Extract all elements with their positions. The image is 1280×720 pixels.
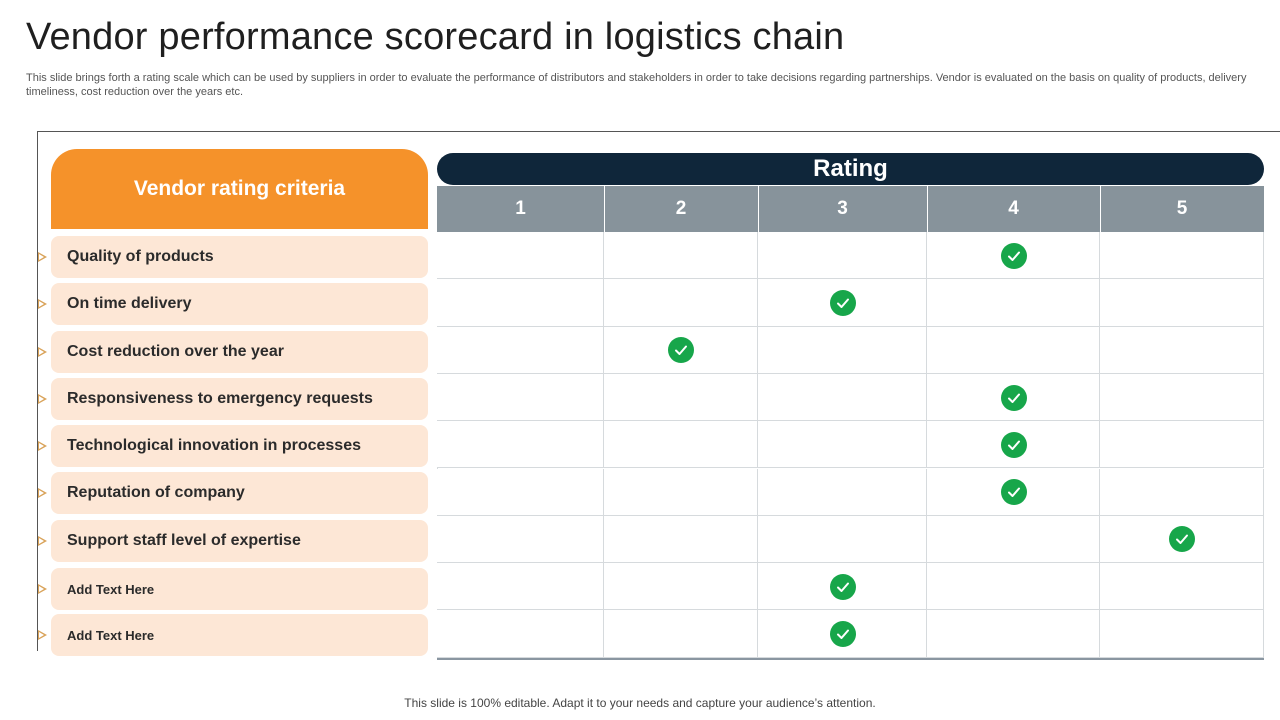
rating-cell [927,563,1100,611]
column-separator [604,186,605,232]
rating-cell [604,421,758,469]
rating-cell [758,326,927,374]
rating-cell [758,515,927,564]
triangle-marker-icon [38,347,47,357]
rating-column-header: 5 [1100,186,1264,232]
check-circle-icon [829,289,856,316]
check-circle-icon [829,573,856,600]
criteria-label: Technological innovation in processes [67,437,361,454]
frame-left-line [37,131,38,651]
grid-bottom-border [437,658,1264,660]
rating-column-header: 4 [927,186,1100,232]
rating-cell [604,563,758,611]
criteria-label: Support staff level of expertise [67,532,301,549]
criteria-label: On time delivery [67,295,192,312]
rating-cell [437,468,604,516]
criteria-row: Reputation of company [51,472,428,514]
rating-cell [1100,232,1264,280]
rating-cell [927,279,1100,327]
rating-cell [758,468,927,516]
check-circle-icon [1000,431,1027,458]
rating-cell [1100,279,1264,327]
rating-cell [437,421,604,469]
criteria-row: Add Text Here [51,614,428,656]
frame-top-line [37,131,1280,132]
rating-column-header: 3 [758,186,927,232]
rating-cell [1100,563,1264,611]
criteria-row: Quality of products [51,236,428,278]
rating-cell [604,279,758,327]
check-circle-icon [668,337,694,364]
rating-cell [758,421,927,469]
rating-cell [604,515,758,564]
criteria-row: Responsiveness to emergency requests [51,378,428,420]
slide-description: This slide brings forth a rating scale w… [26,72,1247,98]
criteria-row: Technological innovation in processes [51,425,428,467]
column-separator [927,186,928,232]
check-circle-icon [1000,384,1027,411]
rating-cell [1100,468,1264,516]
rating-cell [758,232,927,280]
slide-footer: This slide is 100% editable. Adapt it to… [404,696,876,710]
check-circle-icon [1000,479,1027,506]
triangle-marker-icon [38,536,47,546]
triangle-marker-icon [38,630,47,640]
criteria-label: Quality of products [67,248,214,265]
check-circle-icon [829,621,856,648]
criteria-label: Cost reduction over the year [67,343,284,360]
rating-column-header: 1 [437,186,604,232]
rating-cell [437,326,604,374]
rating-cell [604,232,758,280]
triangle-marker-icon [38,441,47,451]
criteria-label: Responsiveness to emergency requests [67,390,373,407]
criteria-header: Vendor rating criteria [51,149,428,229]
criteria-row: Add Text Here [51,568,428,610]
rating-cell [1100,610,1264,658]
criteria-label: Add Text Here [67,581,155,597]
triangle-marker-icon [38,394,47,404]
rating-cell [437,279,604,327]
rating-cell [604,610,758,658]
check-circle-icon [1000,242,1027,269]
check-circle-icon [1169,526,1195,553]
rating-cell [604,468,758,516]
criteria-label: Add Text Here [67,627,155,643]
rating-cell [604,373,758,422]
rating-cell [437,610,604,658]
triangle-marker-icon [38,252,47,262]
rating-cell [927,326,1100,374]
rating-cell [437,563,604,611]
criteria-label: Reputation of company [67,484,245,501]
rating-cell [927,515,1100,564]
rating-cell [437,373,604,422]
slide-title: Vendor performance scorecard in logistic… [26,16,845,58]
rating-cell [927,610,1100,658]
criteria-row: Cost reduction over the year [51,331,428,373]
rating-cell [437,232,604,280]
rating-cell [1100,326,1264,374]
rating-column-header: 2 [604,186,758,232]
column-separator [758,186,759,232]
triangle-marker-icon [38,299,47,309]
rating-cell [1100,373,1264,422]
criteria-row: On time delivery [51,283,428,325]
rating-header: Rating [437,153,1264,185]
rating-cell [437,515,604,564]
rating-cell [758,373,927,422]
criteria-row: Support staff level of expertise [51,520,428,562]
triangle-marker-icon [38,584,47,594]
column-separator [1100,186,1101,232]
triangle-marker-icon [38,488,47,498]
rating-cell [1100,421,1264,469]
